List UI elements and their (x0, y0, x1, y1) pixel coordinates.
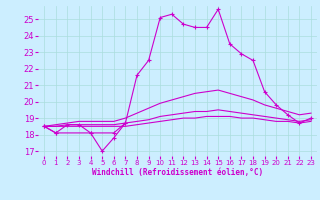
X-axis label: Windchill (Refroidissement éolien,°C): Windchill (Refroidissement éolien,°C) (92, 168, 263, 177)
